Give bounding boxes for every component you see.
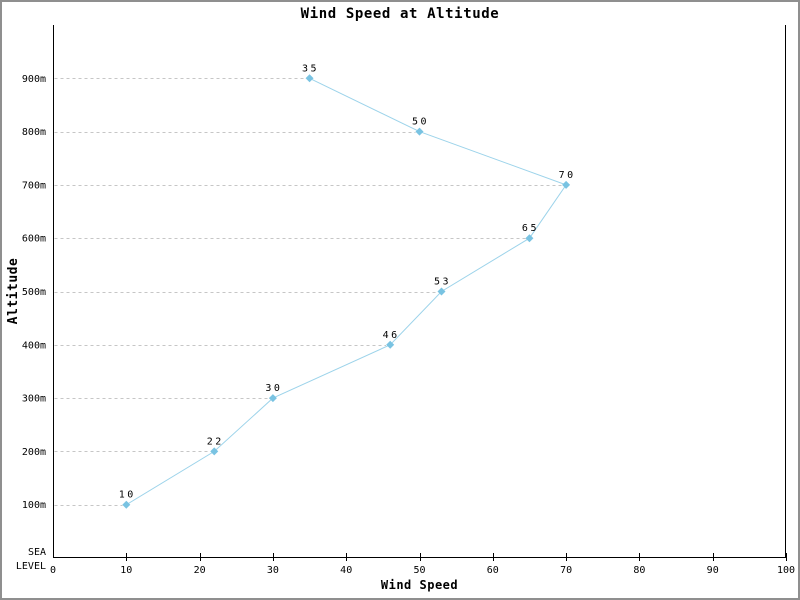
sea-level-label: SEA bbox=[28, 547, 46, 558]
data-point-label: 35 bbox=[302, 63, 319, 74]
data-point-marker bbox=[562, 180, 571, 189]
x-tick-label: 30 bbox=[267, 565, 279, 576]
data-point-marker bbox=[386, 340, 395, 349]
sea-level-label: LEVEL bbox=[16, 561, 46, 572]
y-tick-label: 700m bbox=[22, 180, 46, 191]
data-point-label: 22 bbox=[207, 436, 224, 447]
data-point-marker bbox=[415, 127, 424, 136]
data-point-marker bbox=[210, 447, 219, 456]
data-point-label: 10 bbox=[119, 490, 136, 501]
data-point-marker bbox=[437, 287, 446, 296]
y-axis-label: Altitude bbox=[6, 257, 21, 325]
y-tick-label: 300m bbox=[22, 394, 46, 405]
data-point-marker bbox=[122, 500, 131, 509]
x-tick-label: 90 bbox=[707, 565, 719, 576]
data-point-label: 65 bbox=[522, 223, 539, 234]
x-tick-label: 80 bbox=[633, 565, 645, 576]
x-tick-label: 50 bbox=[413, 565, 425, 576]
y-tick-label: 100m bbox=[22, 500, 46, 511]
data-point-label: 30 bbox=[265, 383, 282, 394]
x-tick-label: 70 bbox=[560, 565, 572, 576]
y-tick-label: 200m bbox=[22, 447, 46, 458]
y-tick-label: 600m bbox=[22, 234, 46, 245]
y-tick-label: 500m bbox=[22, 287, 46, 298]
data-point-marker bbox=[268, 394, 277, 403]
x-axis-label: Wind Speed bbox=[380, 578, 459, 592]
data-line bbox=[126, 77, 567, 506]
x-tick-label: 40 bbox=[340, 565, 352, 576]
data-point-label: 53 bbox=[434, 277, 451, 288]
y-tick-label: 800m bbox=[22, 127, 46, 138]
y-tick-label: 400m bbox=[22, 340, 46, 351]
x-tick-label: 10 bbox=[120, 565, 132, 576]
chart-title: Wind Speed at Altitude bbox=[300, 6, 500, 22]
data-point-marker bbox=[525, 234, 534, 243]
data-point-label: 46 bbox=[383, 330, 400, 341]
data-point-marker bbox=[305, 74, 314, 83]
x-tick-label: 100 bbox=[777, 565, 795, 576]
x-tick-label: 60 bbox=[487, 565, 499, 576]
data-point-label: 70 bbox=[559, 170, 576, 181]
x-tick-label: 20 bbox=[194, 565, 206, 576]
x-tick-label: 0 bbox=[50, 565, 56, 576]
data-point-label: 50 bbox=[412, 117, 429, 128]
y-tick-label: 900m bbox=[22, 74, 46, 85]
